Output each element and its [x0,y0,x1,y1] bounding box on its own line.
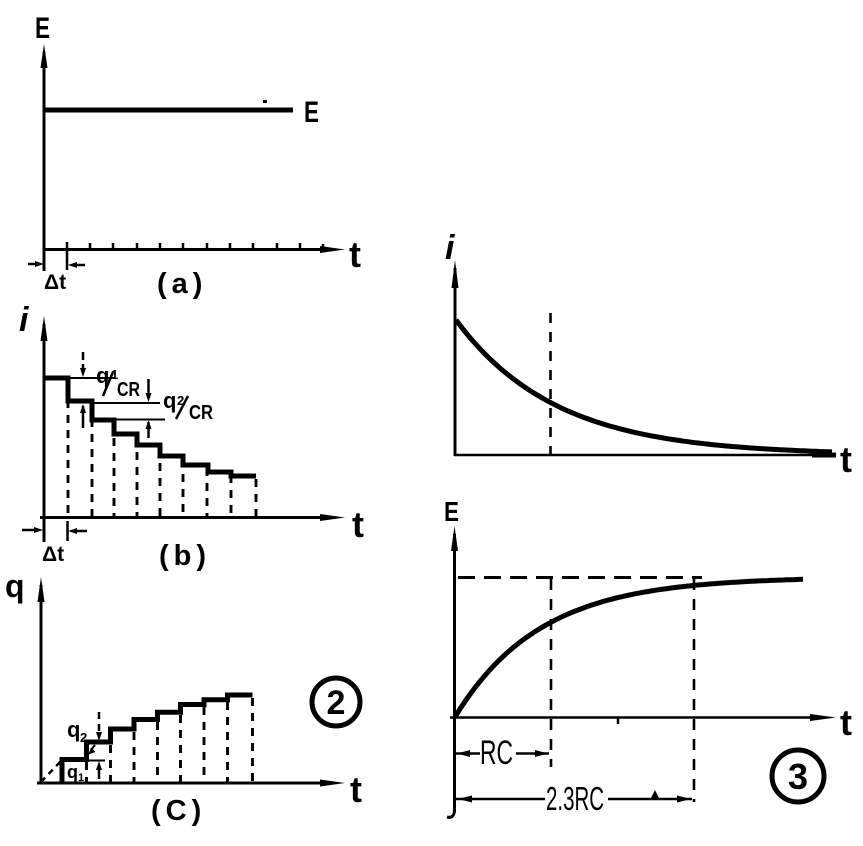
svg-text:E: E [444,496,459,527]
svg-text:t: t [840,439,852,480]
svg-text:CR: CR [117,379,140,401]
svg-text:t: t [349,234,361,275]
svg-text:2: 2 [80,730,87,745]
svg-text:Δt: Δt [42,543,64,566]
svg-text:t: t [840,702,852,743]
svg-text:t: t [352,504,364,545]
svg-text:q: q [96,363,109,388]
svg-text:2: 2 [327,684,346,722]
svg-text:3: 3 [788,756,808,797]
svg-text:q: q [163,388,176,413]
svg-text:1: 1 [78,772,84,784]
svg-text:Δt: Δt [44,271,66,294]
svg-text:RC: RC [480,734,513,772]
svg-text:1: 1 [111,367,118,382]
svg-text:i: i [445,229,456,267]
svg-text:i: i [19,301,30,339]
svg-text:E: E [304,96,319,129]
svg-text:CR: CR [189,402,213,424]
svg-text:(a): (a) [157,268,207,300]
svg-text:q: q [67,762,78,782]
svg-text:2.3RC: 2.3RC [546,780,604,817]
svg-text:q: q [67,717,80,742]
svg-text:2: 2 [177,393,184,408]
svg-text:E: E [35,12,50,45]
svg-text:(b): (b) [159,540,211,572]
svg-text:t: t [350,769,362,810]
svg-text:(C): (C) [151,795,206,827]
svg-text:q: q [5,568,25,604]
